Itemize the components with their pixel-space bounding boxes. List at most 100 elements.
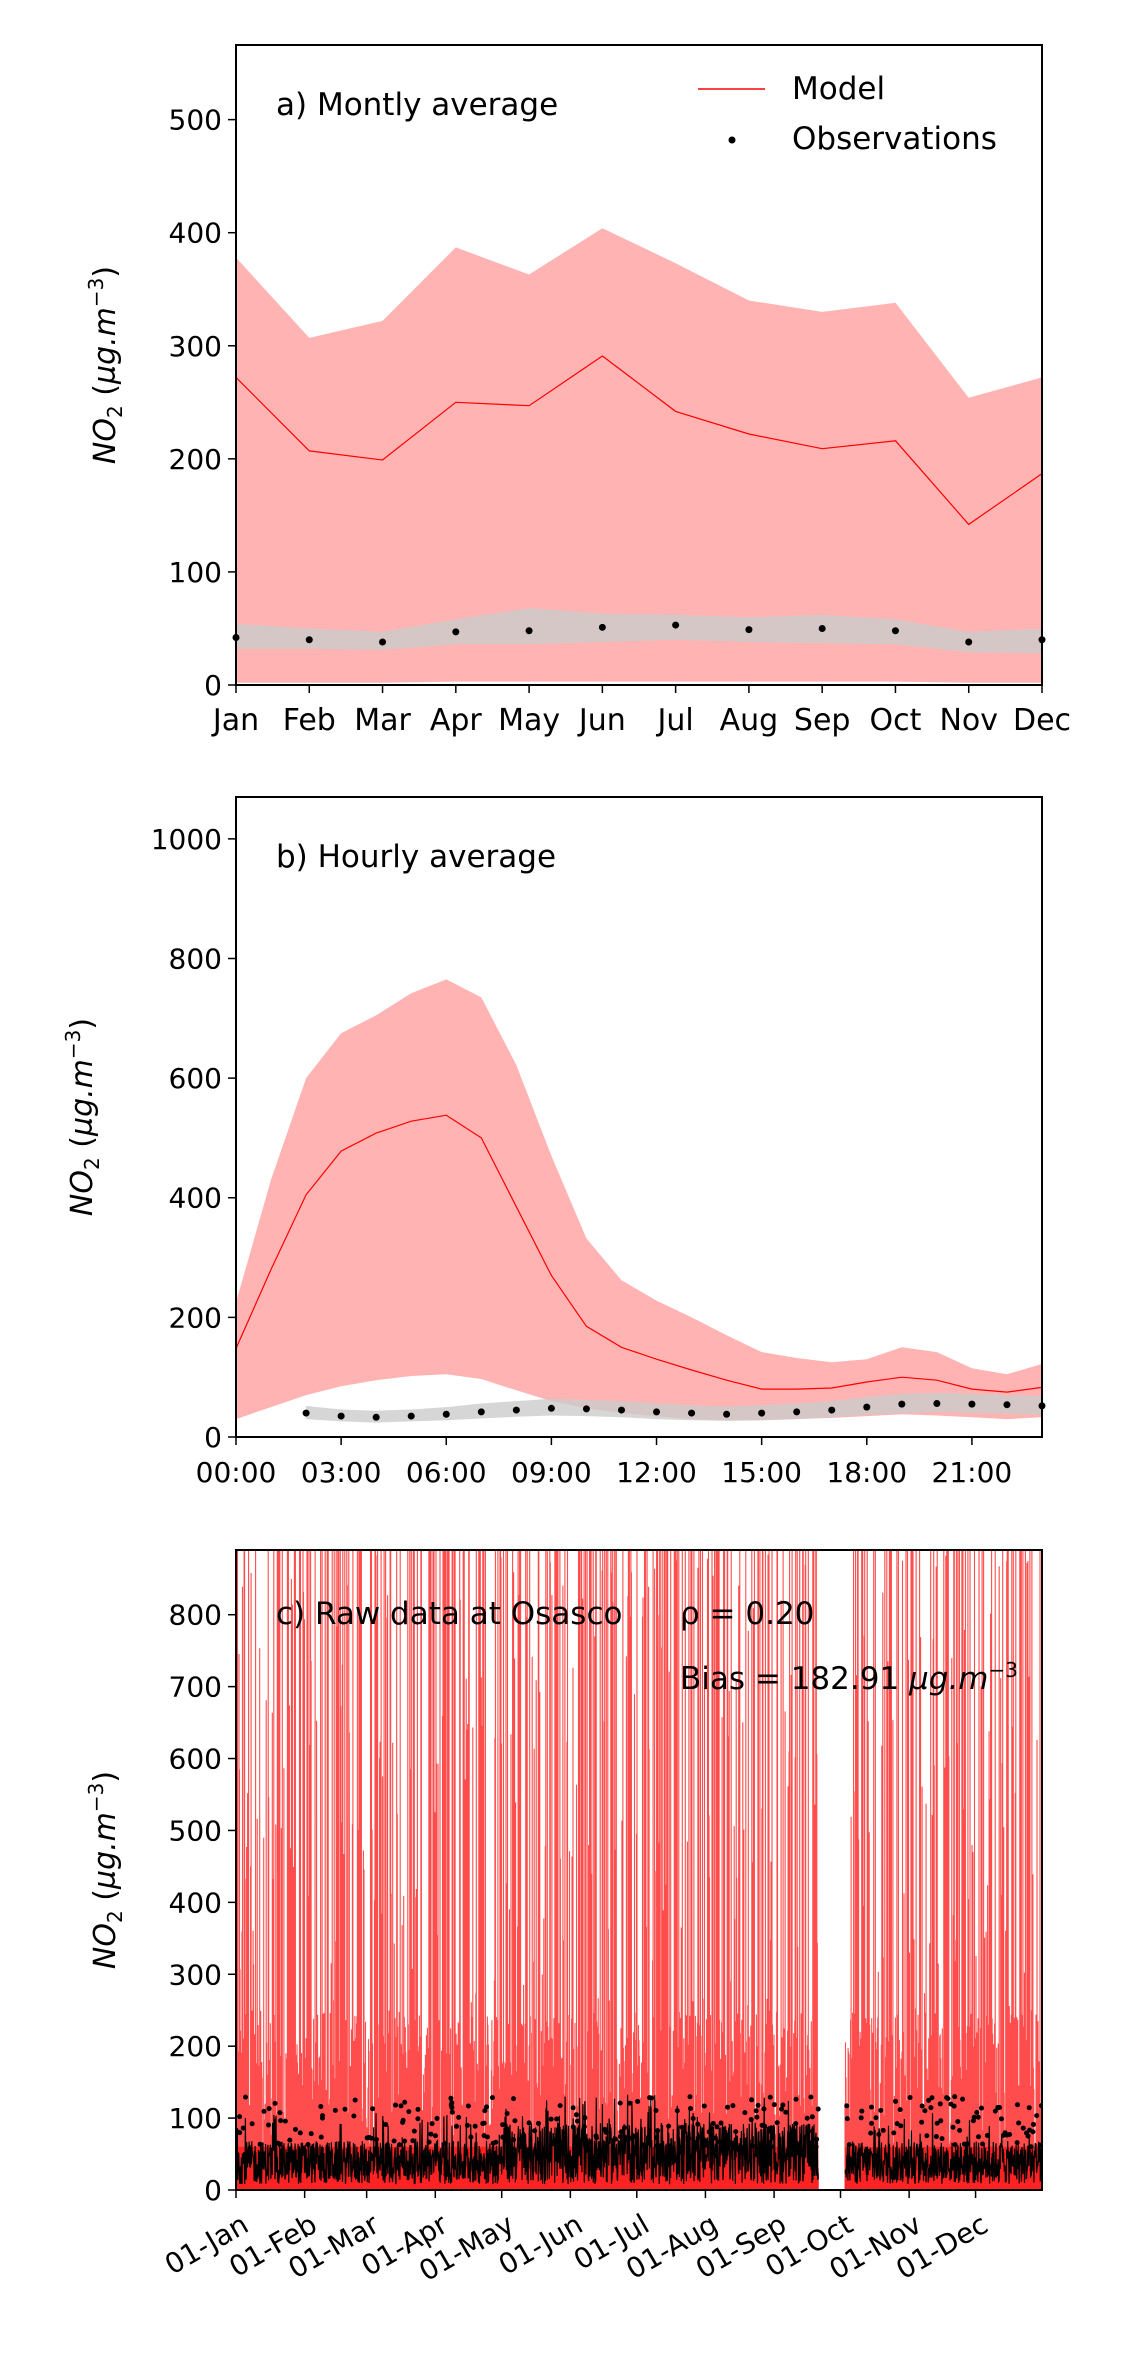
observation-raw-point [948, 2101, 954, 2107]
legend-model-label: Model [792, 71, 885, 107]
panel-b-hourly: 0 200 400 600 800 1000 00:00 03:00 06:00 09:00 12… [61, 796, 1046, 1489]
observation-raw-point [442, 2141, 448, 2147]
observation-raw-point [655, 2128, 661, 2134]
observation-raw-point [893, 2098, 899, 2104]
observation-raw-point [484, 2104, 490, 2110]
panel-a-ytick-label: 400 [169, 217, 222, 250]
observation-point [598, 623, 606, 631]
observation-raw-point [939, 2136, 945, 2142]
observation-raw-point [612, 2136, 618, 2142]
observation-raw-point [844, 2103, 850, 2109]
observation-raw-point [402, 2099, 408, 2105]
panel-b-xtick-label: 09:00 [511, 1456, 592, 1489]
panel-a-xtick-label: Nov [939, 703, 998, 738]
observation-raw-point [554, 2116, 560, 2122]
observation-raw-point [373, 2136, 379, 2142]
observation-point [442, 1410, 450, 1418]
observation-raw-point [793, 2121, 799, 2127]
panel-c-ytick-label: 500 [169, 1814, 222, 1847]
observation-point [933, 1400, 941, 1408]
observation-raw-point [919, 2103, 925, 2109]
panel-a-xtick-label: Mar [354, 703, 411, 738]
observation-raw-point [709, 2125, 715, 2131]
observation-raw-point [749, 2143, 755, 2149]
observation-raw-point [432, 2133, 438, 2139]
panel-b-title: b) Hourly average [276, 839, 556, 875]
observation-raw-point [674, 2108, 680, 2114]
panel-a-frame [235, 44, 1043, 686]
observation-raw-point [465, 2103, 471, 2109]
panel-c-ytick-label: 400 [169, 1886, 222, 1919]
model-range-band [236, 979, 1042, 1421]
observation-point [379, 638, 387, 646]
legend: Model Observations [698, 71, 997, 157]
observation-raw-point [898, 2123, 904, 2129]
observation-raw-point [869, 2120, 875, 2126]
panel-a-xtick-label: Apr [430, 703, 483, 738]
observation-raw-point [532, 2128, 538, 2134]
panel-a-xtick-label: Jun [577, 703, 626, 738]
panel-a-xtick-label: Jan [211, 703, 259, 738]
observation-raw-point [907, 2094, 913, 2100]
observation-point [525, 627, 533, 635]
observation-raw-point [844, 2116, 850, 2122]
observation-raw-point [342, 2106, 348, 2112]
observation-raw-point [277, 2141, 283, 2147]
panel-b-ytick-label: 400 [169, 1182, 222, 1215]
observation-raw-point [779, 2106, 785, 2112]
observation-point [547, 1404, 555, 1412]
observation-raw-point [868, 2130, 874, 2136]
observation-raw-point [570, 2105, 576, 2111]
observation-raw-point [266, 2106, 272, 2112]
observation-raw-point [984, 2132, 990, 2138]
panel-a-xtick-label: May [498, 703, 560, 738]
observation-raw-point [793, 2096, 799, 2102]
observation-raw-point [688, 2105, 694, 2111]
observation-raw-point [768, 2144, 774, 2150]
panel-a-xtick-label: Dec [1013, 703, 1071, 738]
observation-raw-point [548, 2116, 554, 2122]
observation-raw-point [511, 2137, 517, 2143]
observation-point [891, 627, 899, 635]
observation-raw-point [617, 2134, 623, 2140]
observation-raw-point [730, 2103, 736, 2109]
observation-raw-point [804, 2115, 810, 2121]
panel-a-monthly: 0 100 200 300 400 500 Jan Feb Mar Apr May Jun Jul Au… [84, 44, 1071, 738]
panel-b-xtick-label: 06:00 [406, 1456, 487, 1489]
panel-a-xtick-label: Jul [656, 703, 694, 738]
observation-point [965, 638, 973, 646]
observation-point [477, 1408, 485, 1416]
observation-raw-point [449, 2109, 455, 2115]
panel-b-xtick-label: 00:00 [196, 1456, 277, 1489]
observation-raw-point [965, 2141, 971, 2147]
observation-raw-point [472, 2123, 478, 2129]
observation-raw-point [873, 2115, 879, 2121]
observation-raw-point [654, 2135, 660, 2141]
observation-raw-point [572, 2143, 578, 2149]
panel-c-ylabel: NO2 (µg.m−3) [84, 1771, 127, 1969]
observation-raw-point [924, 2133, 930, 2139]
observation-raw-point [391, 2138, 397, 2144]
observation-raw-point [753, 2108, 759, 2114]
observation-raw-point [806, 2128, 812, 2134]
observation-raw-point [725, 2104, 731, 2110]
panel-b-ytick-label: 0 [204, 1421, 222, 1454]
observation-raw-point [952, 2094, 958, 2100]
observation-raw-point [292, 2126, 298, 2132]
observation-raw-point [702, 2142, 708, 2148]
observation-raw-point [526, 2120, 532, 2126]
model-range-band [236, 228, 1042, 683]
observation-raw-point [938, 2118, 944, 2124]
legend-observations-swatch [728, 136, 736, 144]
observation-raw-point [482, 2108, 488, 2114]
observation-raw-point [1025, 2133, 1031, 2139]
observation-raw-point [658, 2142, 664, 2148]
observation-raw-point [426, 2139, 432, 2145]
observation-raw-point [555, 2142, 561, 2148]
observation-point [968, 1400, 976, 1408]
observation-raw-point [891, 2130, 897, 2136]
observation-raw-point [265, 2122, 271, 2128]
observation-raw-point [975, 2134, 981, 2140]
observation-point [302, 1409, 310, 1417]
